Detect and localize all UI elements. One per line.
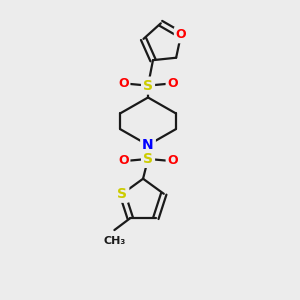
Text: N: N	[142, 138, 154, 152]
Text: S: S	[143, 79, 153, 93]
Text: S: S	[117, 187, 127, 201]
Text: CH₃: CH₃	[103, 236, 125, 246]
Text: O: O	[176, 28, 186, 41]
Text: S: S	[143, 152, 153, 166]
Text: O: O	[118, 154, 129, 167]
Text: O: O	[167, 154, 178, 167]
Text: O: O	[167, 77, 178, 90]
Text: O: O	[118, 77, 129, 90]
